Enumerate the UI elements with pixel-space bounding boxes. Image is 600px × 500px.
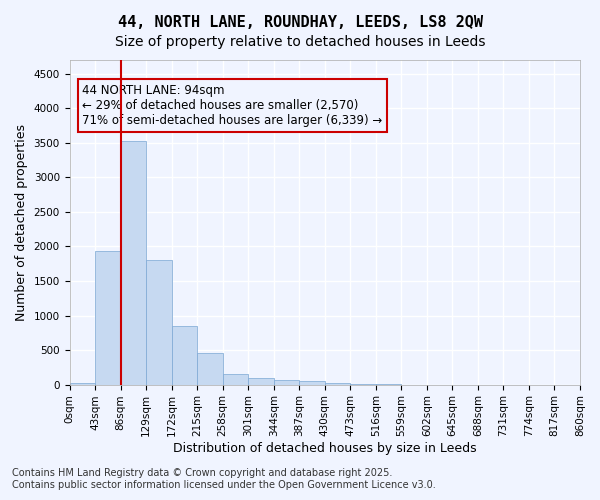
X-axis label: Distribution of detached houses by size in Leeds: Distribution of detached houses by size … (173, 442, 476, 455)
Text: Contains HM Land Registry data © Crown copyright and database right 2025.
Contai: Contains HM Land Registry data © Crown c… (12, 468, 436, 490)
Bar (274, 380, 299, 384)
Text: 44 NORTH LANE: 94sqm
← 29% of detached houses are smaller (2,570)
71% of semi-de: 44 NORTH LANE: 94sqm ← 29% of detached h… (82, 84, 383, 127)
Bar (299, 382, 325, 384)
Bar (146, 260, 172, 384)
Text: Size of property relative to detached houses in Leeds: Size of property relative to detached ho… (115, 35, 485, 49)
Text: 44, NORTH LANE, ROUNDHAY, LEEDS, LS8 2QW: 44, NORTH LANE, ROUNDHAY, LEEDS, LS8 2QW (118, 15, 482, 30)
Bar (197, 353, 223, 384)
Bar (248, 378, 274, 384)
Bar (70, 382, 95, 384)
Y-axis label: Number of detached properties: Number of detached properties (15, 124, 28, 321)
Bar (121, 141, 146, 384)
Bar (223, 374, 248, 384)
Bar (95, 250, 121, 384)
Bar (325, 383, 350, 384)
Bar (172, 326, 197, 384)
